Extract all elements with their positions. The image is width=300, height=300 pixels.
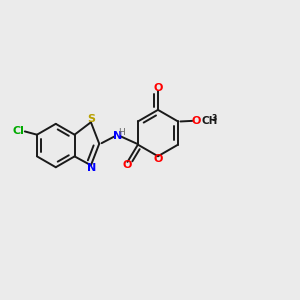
Text: N: N [88,163,97,173]
Text: S: S [87,114,95,124]
Text: N: N [113,131,122,141]
Text: CH: CH [202,116,218,126]
Text: H: H [118,128,125,137]
Text: O: O [153,83,163,93]
Text: Cl: Cl [12,125,24,136]
Text: 3: 3 [211,114,216,123]
Text: O: O [153,154,163,164]
Text: O: O [191,116,201,126]
Text: O: O [122,160,132,170]
